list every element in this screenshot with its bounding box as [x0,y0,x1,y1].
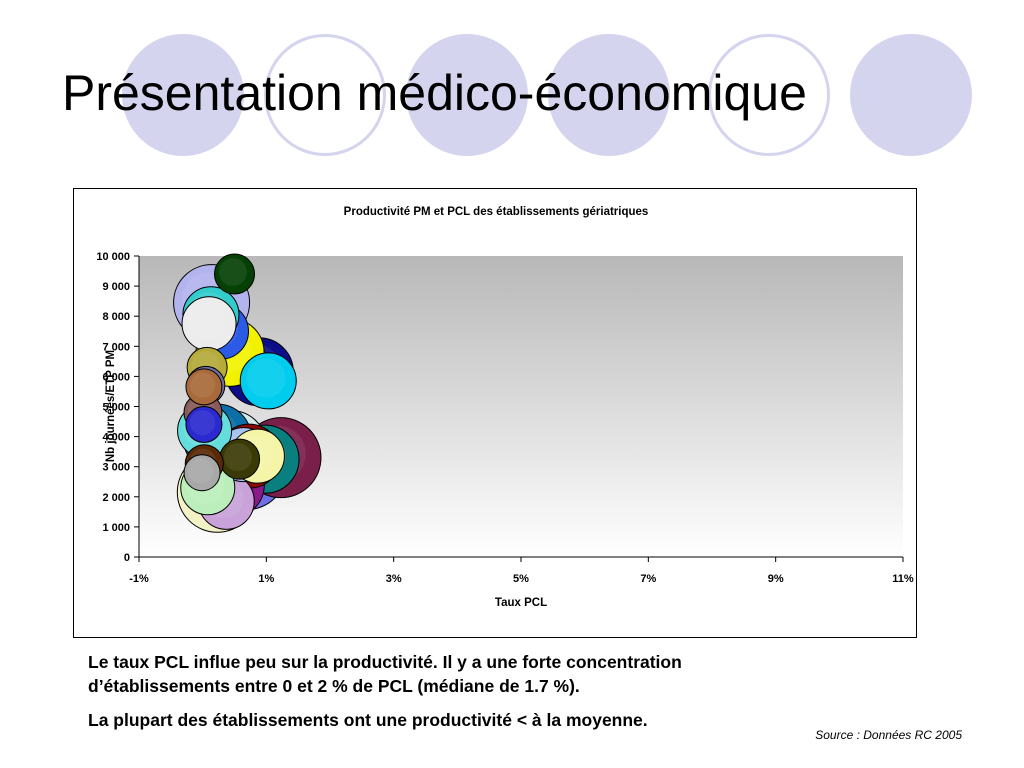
bubble-highlight [246,358,286,398]
x-axis: -1% 1% 3% 5% 7% 9% 11% [129,556,914,585]
source-note: Source : Données RC 2005 [815,728,962,742]
decor-circle-filled-4 [850,34,972,156]
x-tick-label: 3% [386,573,402,585]
decor-circle-ring-2 [708,34,830,156]
x-tick-label: 9% [768,573,784,585]
bubble [183,454,221,492]
x-tick-label: 11% [892,573,914,585]
decor-circle-filled-3 [548,34,670,156]
y-tick-label: 10 000 [96,251,130,263]
x-tick-label: 7% [640,573,656,585]
chart-frame: Productivité PM et PCL des établissement… [73,188,917,638]
x-axis-label: Taux PCL [495,597,547,609]
caption-paragraph-2: La plupart des établissements ont une pr… [88,710,648,730]
y-tick-label: 1 000 [102,522,130,534]
y-axis-label: Nb journées/ETP PM [105,350,117,462]
bubble-highlight [189,410,216,436]
bubble-chart: Productivité PM et PCL des établissement… [96,206,914,609]
y-tick-label: 6 000 [102,371,130,383]
bubble-highlight [223,443,252,472]
y-tick-label: 8 000 [102,311,130,323]
bubble-highlight [187,302,226,340]
y-tick-label: 9 000 [102,281,130,293]
bubble-highlight [187,458,214,484]
bubble [185,368,223,406]
chart-title: Productivité PM et PCL des établissement… [344,206,649,218]
slide-title: Présentation médico-économique [62,65,807,121]
bubble [214,253,255,295]
x-tick-label: 1% [258,573,274,585]
y-tick-label: 3 000 [102,462,130,474]
bubble-series [173,253,322,533]
y-tick-label: 0 [124,552,130,564]
caption-paragraph-1: Le taux PCL influe peu sur la productivi… [88,652,682,696]
y-tick-label: 2 000 [102,492,130,504]
decor-circle-filled-2 [406,34,528,156]
x-tick-label: 5% [513,573,529,585]
y-axis: 0 1 000 2 000 3 000 4 000 5 000 6 000 7 000 8 00… [96,251,140,564]
y-tick-label: 5 000 [102,402,130,414]
bubble-highlight [218,258,247,287]
bubble-highlight [189,372,216,398]
decor-circle-filled-1 [122,34,244,156]
y-tick-label: 4 000 [102,432,130,444]
decor-circle-ring-1 [264,34,386,156]
y-tick-label: 7 000 [102,341,130,353]
plot-area [139,256,903,557]
bubble [239,352,297,410]
x-tick-label: -1% [129,573,149,585]
bubble [185,406,223,444]
